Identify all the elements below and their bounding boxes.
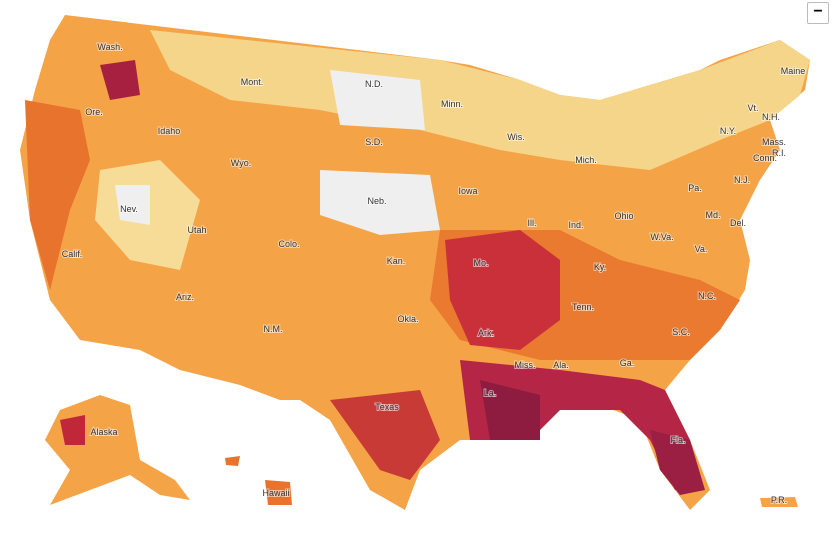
state-label: Utah (187, 225, 206, 235)
state-label: Iowa (458, 186, 477, 196)
region-dark (650, 430, 705, 495)
region-light (150, 30, 810, 170)
state-label: Md. (705, 210, 720, 220)
puerto-rico (760, 497, 798, 507)
state-label: N.C. (698, 291, 716, 301)
state-label: Idaho (158, 126, 181, 136)
hawaii (225, 456, 240, 466)
state-label: S.D. (365, 137, 383, 147)
state-label: Pa. (688, 183, 702, 193)
state-label: N.M. (264, 324, 283, 334)
alaska (45, 395, 190, 505)
state-label: Miss. (515, 360, 536, 370)
state-label: Va. (695, 244, 708, 254)
state-label: Ark. (478, 328, 494, 338)
state-label: Ill. (528, 218, 537, 228)
state-label: Ind. (568, 220, 583, 230)
region-dark (330, 390, 440, 480)
state-label: Mont. (241, 77, 264, 87)
state-label: Wyo. (231, 158, 251, 168)
state-label: W.Va. (650, 232, 673, 242)
region-no-data (320, 170, 440, 235)
state-label: Conn. (753, 153, 777, 163)
state-label: Neb. (367, 196, 386, 206)
state-label: Wis. (507, 132, 525, 142)
region-no-data (115, 185, 150, 225)
state-label: Wash. (97, 42, 122, 52)
state-label: P.R. (771, 495, 787, 505)
hawaii (265, 480, 292, 505)
state-label: Alaska (90, 427, 117, 437)
alaska-dark (60, 415, 85, 445)
state-label: R.I. (772, 148, 786, 158)
state-label: Okla. (397, 314, 418, 324)
state-label: Calif. (62, 249, 83, 259)
state-label: Mich. (575, 155, 597, 165)
state-label: Kan. (387, 256, 406, 266)
state-label: Mass. (762, 137, 786, 147)
state-label: S.C. (672, 327, 690, 337)
state-label: N.Y. (720, 126, 736, 136)
state-label: Minn. (441, 99, 463, 109)
state-label: Fla. (670, 435, 685, 445)
region-orange (25, 100, 90, 290)
state-label: Ala. (553, 360, 569, 370)
state-label: La. (484, 388, 497, 398)
state-label: Tenn. (572, 302, 594, 312)
state-label: Ariz. (176, 292, 194, 302)
state-label: Vt. (747, 103, 758, 113)
state-label: Ga. (620, 358, 635, 368)
state-label: Hawaii (262, 488, 289, 498)
state-label: Colo. (278, 239, 299, 249)
state-label: Texas (375, 402, 399, 412)
state-label: N.J. (734, 175, 750, 185)
region-no-data (330, 70, 425, 130)
state-label: Nev. (120, 204, 138, 214)
state-label: N.D. (365, 79, 383, 89)
state-label: Del. (730, 218, 746, 228)
region-dark (480, 380, 540, 440)
zoom-out-button[interactable]: − (807, 2, 829, 24)
region-dark (445, 230, 560, 350)
state-label: Ore. (85, 107, 103, 117)
state-label: Ohio (614, 211, 633, 221)
state-label: Maine (781, 66, 806, 76)
state-label: Mo. (473, 258, 488, 268)
state-label: Ky. (594, 262, 606, 272)
region-dark (100, 60, 140, 100)
state-label: N.H. (762, 112, 780, 122)
